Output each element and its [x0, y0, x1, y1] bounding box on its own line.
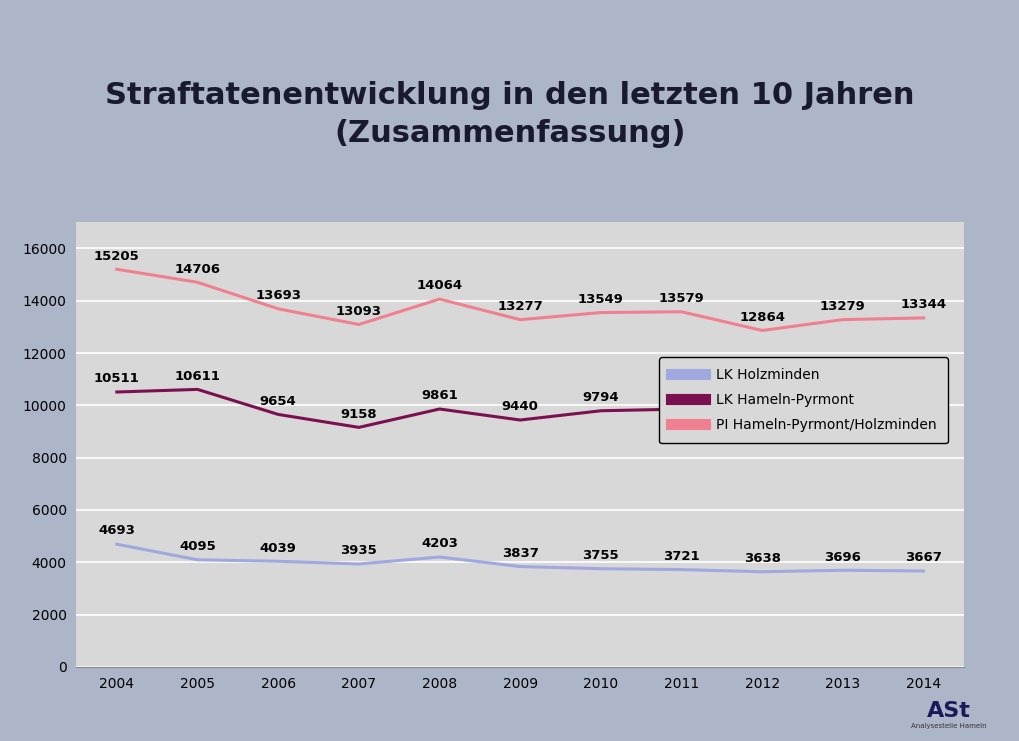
Text: 10511: 10511: [94, 372, 140, 385]
Text: 3721: 3721: [662, 550, 699, 563]
Text: 4203: 4203: [421, 537, 458, 551]
Text: 3667: 3667: [904, 551, 942, 565]
Text: 3935: 3935: [340, 545, 377, 557]
Text: 14706: 14706: [174, 262, 220, 276]
Text: Analysestelle Hameln: Analysestelle Hameln: [910, 723, 985, 729]
Text: Straftatenentwicklung in den letzten 10 Jahren
(Zusammenfassung): Straftatenentwicklung in den letzten 10 …: [105, 82, 914, 148]
Text: 3837: 3837: [501, 547, 538, 560]
Text: 4095: 4095: [179, 540, 216, 553]
Text: 10611: 10611: [174, 370, 220, 382]
Text: 13344: 13344: [900, 298, 946, 311]
Text: 13549: 13549: [578, 293, 624, 306]
Legend: LK Holzminden, LK Hameln-Pyrmont, PI Hameln-Pyrmont/Holzminden: LK Holzminden, LK Hameln-Pyrmont, PI Ham…: [658, 357, 947, 443]
Text: 9858: 9858: [662, 389, 699, 402]
Text: 13277: 13277: [497, 300, 542, 313]
Text: 13693: 13693: [255, 289, 301, 302]
Text: 9440: 9440: [501, 400, 538, 413]
Text: 4039: 4039: [260, 542, 297, 554]
Text: 4693: 4693: [98, 525, 136, 537]
Text: 9158: 9158: [340, 408, 377, 421]
Text: 14064: 14064: [416, 279, 463, 293]
Text: 15205: 15205: [94, 250, 140, 262]
Text: 9226: 9226: [743, 406, 780, 419]
Text: 13279: 13279: [819, 300, 865, 313]
Text: 9794: 9794: [582, 391, 619, 404]
Text: ASt: ASt: [925, 702, 970, 721]
Text: 3755: 3755: [582, 549, 619, 562]
Text: 3696: 3696: [823, 551, 860, 563]
Text: 13093: 13093: [335, 305, 381, 318]
Text: 9583: 9583: [823, 396, 860, 410]
Text: 9861: 9861: [421, 389, 458, 402]
Text: 9677: 9677: [905, 394, 941, 407]
Text: 13579: 13579: [658, 292, 704, 305]
Text: 12864: 12864: [739, 310, 785, 324]
Text: 9654: 9654: [260, 395, 297, 408]
Text: 3638: 3638: [743, 552, 780, 565]
